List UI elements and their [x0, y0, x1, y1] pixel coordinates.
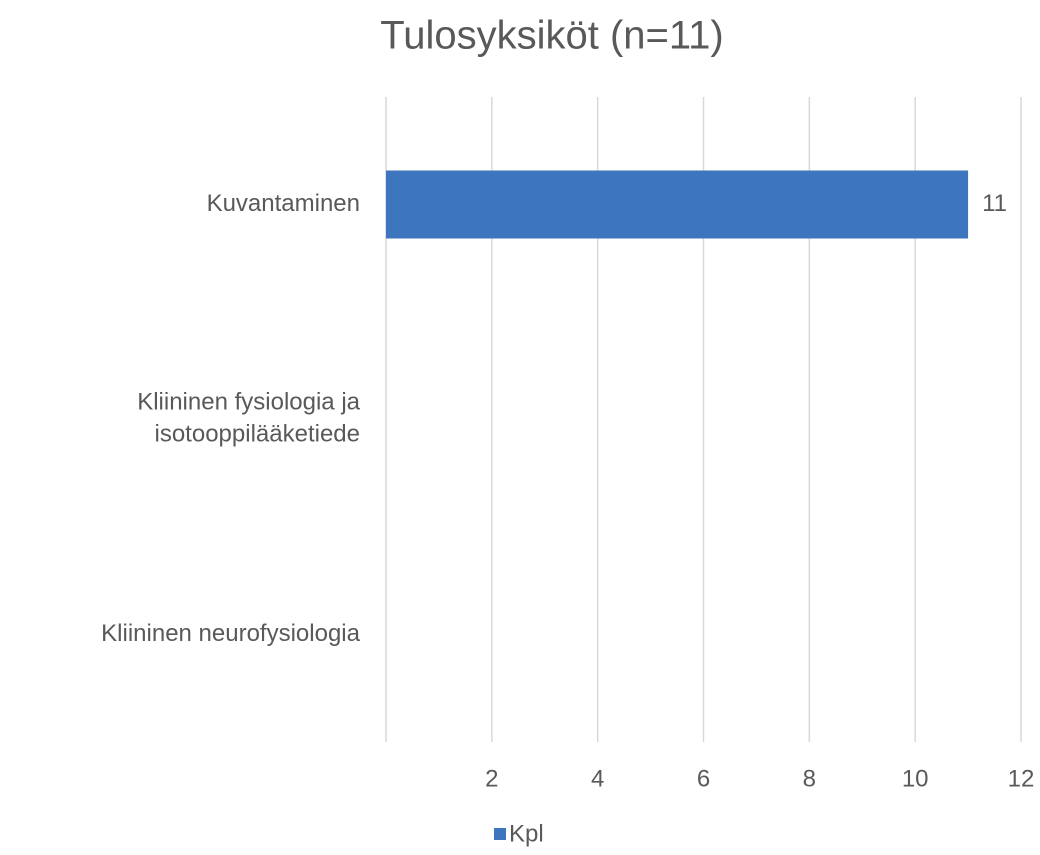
y-tick-label: Kliininen fysiologia ja isotooppilääketie…: [137, 389, 360, 448]
legend-label: Kpl: [509, 820, 544, 847]
data-label: 11: [982, 190, 1007, 217]
x-tick-label: 8: [803, 765, 816, 792]
y-tick-label: Kuvantaminen: [207, 190, 360, 217]
bar: [386, 170, 969, 239]
x-tick-label: 10: [902, 765, 929, 792]
x-tick-label: 4: [591, 765, 604, 792]
legend-swatch: [494, 828, 506, 840]
x-tick-label: 12: [1008, 765, 1035, 792]
chart-title: Tulosyksiköt (n=11): [380, 14, 723, 58]
x-tick-label: 2: [485, 765, 498, 792]
y-tick-label: Kliininen neurofysiologia: [101, 620, 360, 647]
x-tick-label: 6: [697, 765, 710, 792]
